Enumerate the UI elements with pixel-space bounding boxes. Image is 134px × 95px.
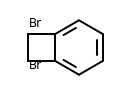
Text: Br: Br: [29, 17, 42, 30]
Text: Br: Br: [29, 59, 42, 72]
